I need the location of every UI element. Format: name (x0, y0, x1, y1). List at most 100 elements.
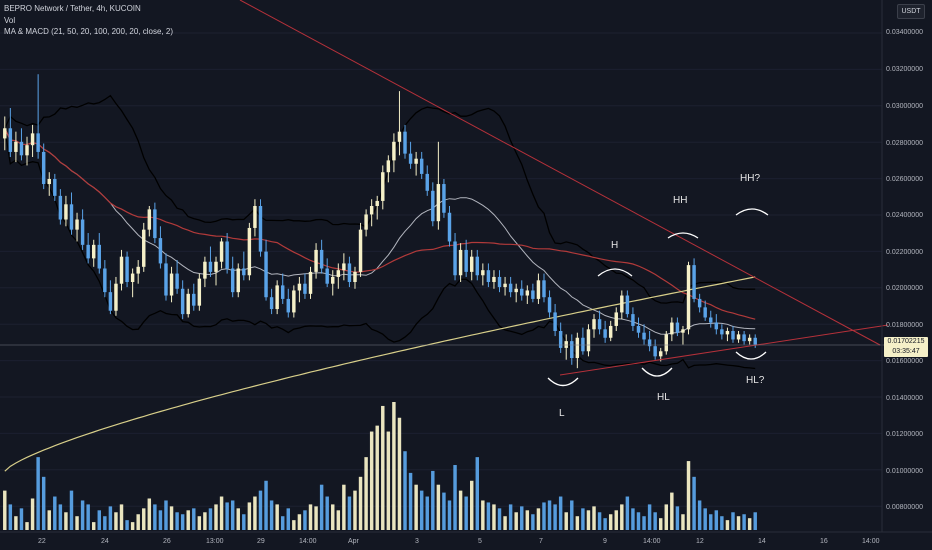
symbol-title[interactable]: BEPRO Network / Tether, 4h, KUCOIN (4, 4, 141, 13)
candle-body (236, 268, 240, 293)
volume-legend[interactable]: Vol (4, 16, 16, 25)
candle-body (25, 145, 29, 156)
candle-body (709, 317, 713, 323)
indicator-legend[interactable]: MA & MACD (21, 50, 20, 100, 200, 20, clo… (4, 27, 173, 36)
volume-bar (369, 431, 374, 530)
candle-body (264, 251, 268, 298)
volume-bar (147, 498, 152, 530)
candle-body (75, 219, 79, 230)
candle-body (647, 339, 652, 347)
candle-body (520, 288, 524, 296)
candle-body (314, 249, 318, 272)
volume-bar (397, 417, 402, 530)
volume-bar (97, 510, 102, 530)
candle-body (375, 200, 379, 206)
candle-body (481, 270, 485, 276)
volume-bar (431, 470, 435, 530)
candle-body (69, 204, 74, 230)
candle-body (525, 290, 530, 296)
candle-body (303, 283, 307, 294)
y-tick-label: 0.02800000 (886, 140, 923, 147)
volume-bar (214, 504, 218, 530)
arc-hh-question (735, 208, 769, 216)
volume-bar (725, 520, 730, 530)
ascending-trendline[interactable] (559, 324, 889, 376)
volume-bar (497, 508, 502, 530)
candle-body (325, 268, 329, 284)
candle-body (475, 256, 480, 276)
descending-trendline[interactable] (239, 0, 881, 346)
volume-bar (403, 451, 407, 530)
volume-bar (514, 512, 518, 530)
volume-bar (136, 514, 140, 530)
volume-bar (475, 457, 480, 530)
volume-bar (714, 510, 719, 530)
x-tick-label: 5 (478, 538, 482, 545)
ma-fast-line (4, 128, 756, 335)
candle-body (469, 256, 474, 272)
candle-body (486, 270, 491, 283)
candle-body (658, 351, 663, 357)
volume-bar (736, 516, 741, 530)
y-tick-label: 0.01400000 (886, 395, 923, 402)
candle-body (747, 337, 752, 342)
volume-bar (442, 492, 446, 530)
volume-bar (114, 512, 118, 530)
volume-bar (575, 516, 580, 530)
volume-bar (720, 516, 724, 530)
y-tick-label: 0.00800000 (886, 504, 923, 511)
volume-bar (625, 496, 630, 530)
candle-body (403, 131, 407, 154)
candle-body (108, 292, 113, 311)
bar-countdown: 03:35:47 (892, 348, 920, 355)
candle-body (581, 337, 585, 352)
y-tick-label: 0.03400000 (886, 29, 923, 36)
volume-bar (419, 490, 424, 530)
candle-body (575, 337, 580, 359)
candle-body (692, 265, 696, 299)
candle-body (725, 331, 730, 335)
volume-bar (69, 490, 74, 530)
candle-body (158, 238, 163, 264)
x-tick-label: 22 (38, 538, 46, 545)
y-tick-label: 0.02400000 (886, 212, 923, 219)
candle-body (586, 329, 591, 352)
volume-bar (503, 516, 507, 530)
candle-body (358, 229, 363, 272)
volume-bar (30, 498, 35, 530)
x-tick-label: Apr (348, 538, 359, 545)
volume-bar (597, 512, 602, 530)
candle-body (347, 263, 352, 283)
currency-button[interactable]: USDT (897, 4, 925, 19)
volume-bar (91, 522, 96, 530)
ma-mid-line (4, 128, 756, 320)
volume-bar (19, 508, 24, 530)
candle-body (119, 256, 124, 284)
volume-bar (80, 500, 85, 530)
candle-body (620, 295, 624, 313)
volume-bar (636, 512, 641, 530)
volume-bar (242, 514, 246, 530)
volume-bar (269, 500, 274, 530)
candlesticks (3, 74, 757, 369)
volume-bar (742, 514, 746, 530)
candle-body (80, 219, 85, 245)
candle-body (214, 261, 218, 272)
arc-hl (641, 367, 673, 377)
candle-body (531, 290, 535, 299)
candle-body (180, 288, 185, 315)
candle-body (497, 276, 502, 288)
candle-body (142, 229, 146, 267)
candle-body (297, 283, 302, 291)
x-tick-label: 13:00 (206, 538, 224, 545)
volume-bar (653, 512, 657, 530)
candle-body (503, 283, 507, 288)
volume-bar (47, 510, 51, 530)
volume-bar (331, 504, 335, 530)
candle-body (731, 331, 735, 340)
volume-bar (620, 504, 624, 530)
volume-bar (142, 508, 146, 530)
candle-body (625, 295, 630, 315)
volume-bar (553, 504, 557, 530)
